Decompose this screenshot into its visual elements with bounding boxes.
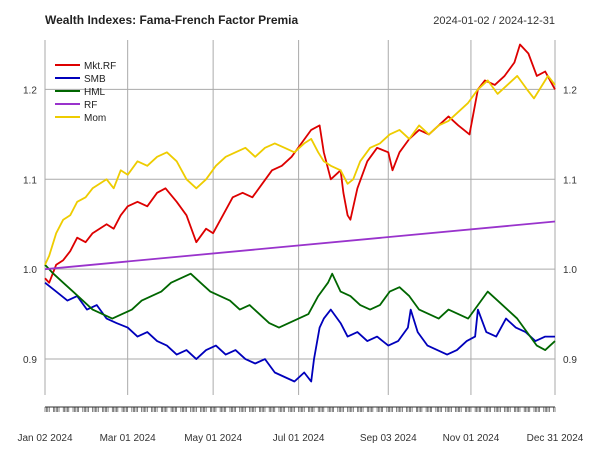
legend-label: Mom bbox=[84, 113, 106, 124]
y-tick-label-right: 1.1 bbox=[563, 175, 577, 186]
y-tick-label-right: 1.2 bbox=[563, 85, 577, 96]
legend-label: SMB bbox=[84, 74, 106, 85]
legend-label: HML bbox=[84, 87, 106, 98]
series-line-rf bbox=[44, 220, 556, 271]
series-line-hml bbox=[44, 264, 556, 352]
chart-title: Wealth Indexes: Fama-French Factor Premi… bbox=[45, 13, 299, 27]
series-line-mom bbox=[44, 75, 556, 266]
y-tick-label-left: 1.1 bbox=[23, 175, 37, 186]
axis-layer: Jan 02 2024 Mar 01 2024 May 01 2024 Jul 01 … bbox=[17, 85, 583, 444]
series-line-smb bbox=[44, 281, 555, 383]
y-tick-label-right: 0.9 bbox=[563, 355, 577, 366]
x-tick-label: Sep 03 2024 bbox=[360, 433, 417, 444]
y-tick-label-right: 1.0 bbox=[563, 265, 577, 276]
legend: Mkt.RF SMB HML RF Mom bbox=[55, 61, 116, 124]
x-tick-label: Nov 01 2024 bbox=[443, 433, 500, 444]
grid-layer bbox=[44, 40, 556, 395]
x-tick-label: Mar 01 2024 bbox=[100, 433, 157, 444]
x-tick-label: Jan 02 2024 bbox=[17, 433, 72, 444]
y-tick-label-left: 1.2 bbox=[23, 85, 37, 96]
legend-label: Mkt.RF bbox=[84, 61, 116, 72]
y-tick-label-left: 0.9 bbox=[23, 355, 37, 366]
x-tick-label: Dec 31 2024 bbox=[527, 433, 584, 444]
date-range-label: 2024-01-02 / 2024-12-31 bbox=[433, 15, 555, 27]
series-line-mkt-rf bbox=[44, 43, 556, 284]
legend-label: RF bbox=[84, 100, 97, 111]
x-tick-label: Jul 01 2024 bbox=[273, 433, 325, 444]
series-layer bbox=[44, 43, 556, 383]
y-tick-label-left: 1.0 bbox=[23, 265, 37, 276]
x-tick-label: May 01 2024 bbox=[184, 433, 242, 444]
